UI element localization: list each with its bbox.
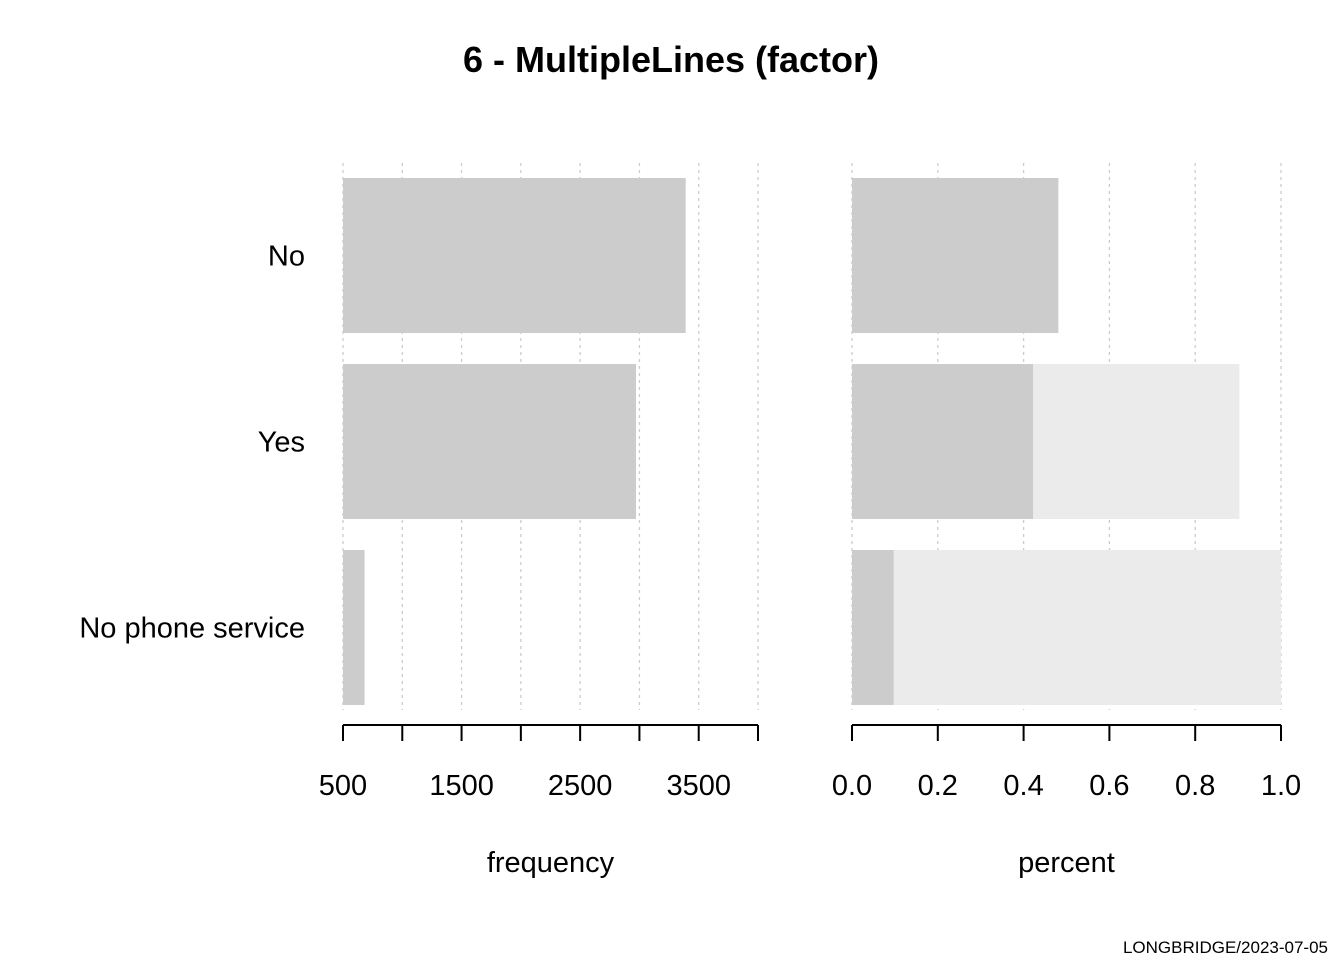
- category-label: No phone service: [79, 613, 305, 645]
- x-tick-label: 0.4: [1003, 770, 1043, 802]
- cumulative-bar: [852, 550, 1281, 705]
- percent-panel: 0.0 0.2 0.4 0.6 0.8 1.0 percent: [832, 163, 1301, 879]
- chart-title: 6 - MultipleLines (factor): [463, 39, 879, 80]
- category-label: Yes: [258, 427, 305, 459]
- credit-footer: LONGBRIDGE/2023-07-05: [1123, 938, 1328, 957]
- x-tick-label: 0.8: [1175, 770, 1215, 802]
- x-tick-label: 1500: [429, 770, 494, 802]
- frequency-panel: 500 1500 2500 3500 frequency: [319, 163, 759, 879]
- bar: [343, 178, 686, 333]
- category-labels: No Yes No phone service: [79, 241, 305, 645]
- x-axis-label: percent: [1018, 847, 1115, 879]
- bar: [852, 550, 894, 705]
- x-tick-label: 2500: [548, 770, 613, 802]
- bar: [852, 364, 1034, 519]
- x-tick-label: 0.6: [1089, 770, 1129, 802]
- x-tick-label: 3500: [666, 770, 731, 802]
- bar: [852, 178, 1059, 333]
- x-axis-label: frequency: [487, 847, 615, 879]
- x-tick-label: 1.0: [1261, 770, 1301, 802]
- category-label: No: [268, 241, 305, 273]
- x-tick-label: 500: [319, 770, 367, 802]
- bar: [343, 550, 365, 705]
- bar: [343, 364, 636, 519]
- x-tick-label: 0.2: [918, 770, 958, 802]
- x-tick-label: 0.0: [832, 770, 872, 802]
